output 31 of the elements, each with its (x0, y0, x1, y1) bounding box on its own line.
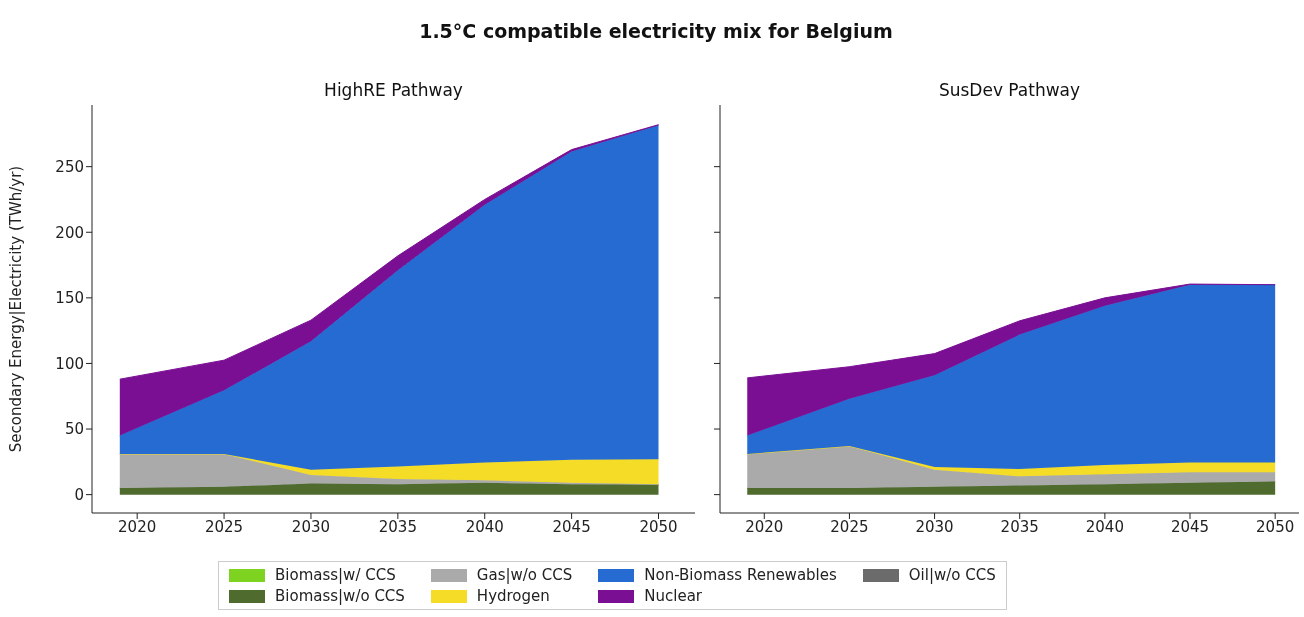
legend-label: Biomass|w/o CCS (275, 587, 405, 605)
x-tick-label: 2025 (204, 517, 244, 536)
legend-label: Gas|w/o CCS (476, 566, 573, 584)
legend-label: Hydrogen (476, 587, 550, 605)
chart-title: 1.5°C compatible electricity mix for Belgium (418, 20, 894, 42)
x-tick-label: 2040 (1085, 517, 1124, 536)
x-tick-label: 2050 (639, 517, 678, 536)
legend-label: Oil|w/o CCS (908, 566, 996, 584)
x-tick-label: 2030 (915, 517, 954, 536)
y-axis-title: Secondary Energy|Electricity (TWh/yr) (7, 165, 26, 453)
x-tick-label: 2040 (465, 517, 504, 536)
legend-label: Biomass|w/ CCS (275, 566, 396, 584)
x-tick-label: 2020 (745, 517, 784, 536)
x-tick-label: 2035 (1000, 517, 1039, 536)
y-tick-label: 50 (64, 420, 84, 439)
chart-subtitle: HighRE Pathway (323, 80, 464, 100)
x-tick-label: 2050 (1256, 517, 1295, 536)
x-tick-label: 2025 (830, 517, 869, 536)
y-tick-label: 0 (74, 485, 84, 504)
x-tick-label: 2020 (118, 517, 157, 536)
legend-label: Non-Biomass Renewables (644, 566, 837, 584)
y-tick-label: 100 (55, 354, 84, 373)
x-tick-label: 2030 (291, 517, 331, 536)
x-tick-label: 2045 (1170, 517, 1210, 536)
x-tick-label: 2045 (552, 517, 591, 536)
y-tick-label: 200 (55, 223, 84, 242)
y-tick-label: 250 (55, 157, 84, 176)
y-tick-label: 150 (55, 289, 84, 308)
x-tick-label: 2035 (378, 517, 417, 536)
chart-subtitle: SusDev Pathway (937, 80, 1082, 100)
legend-label: Nuclear (644, 587, 703, 605)
